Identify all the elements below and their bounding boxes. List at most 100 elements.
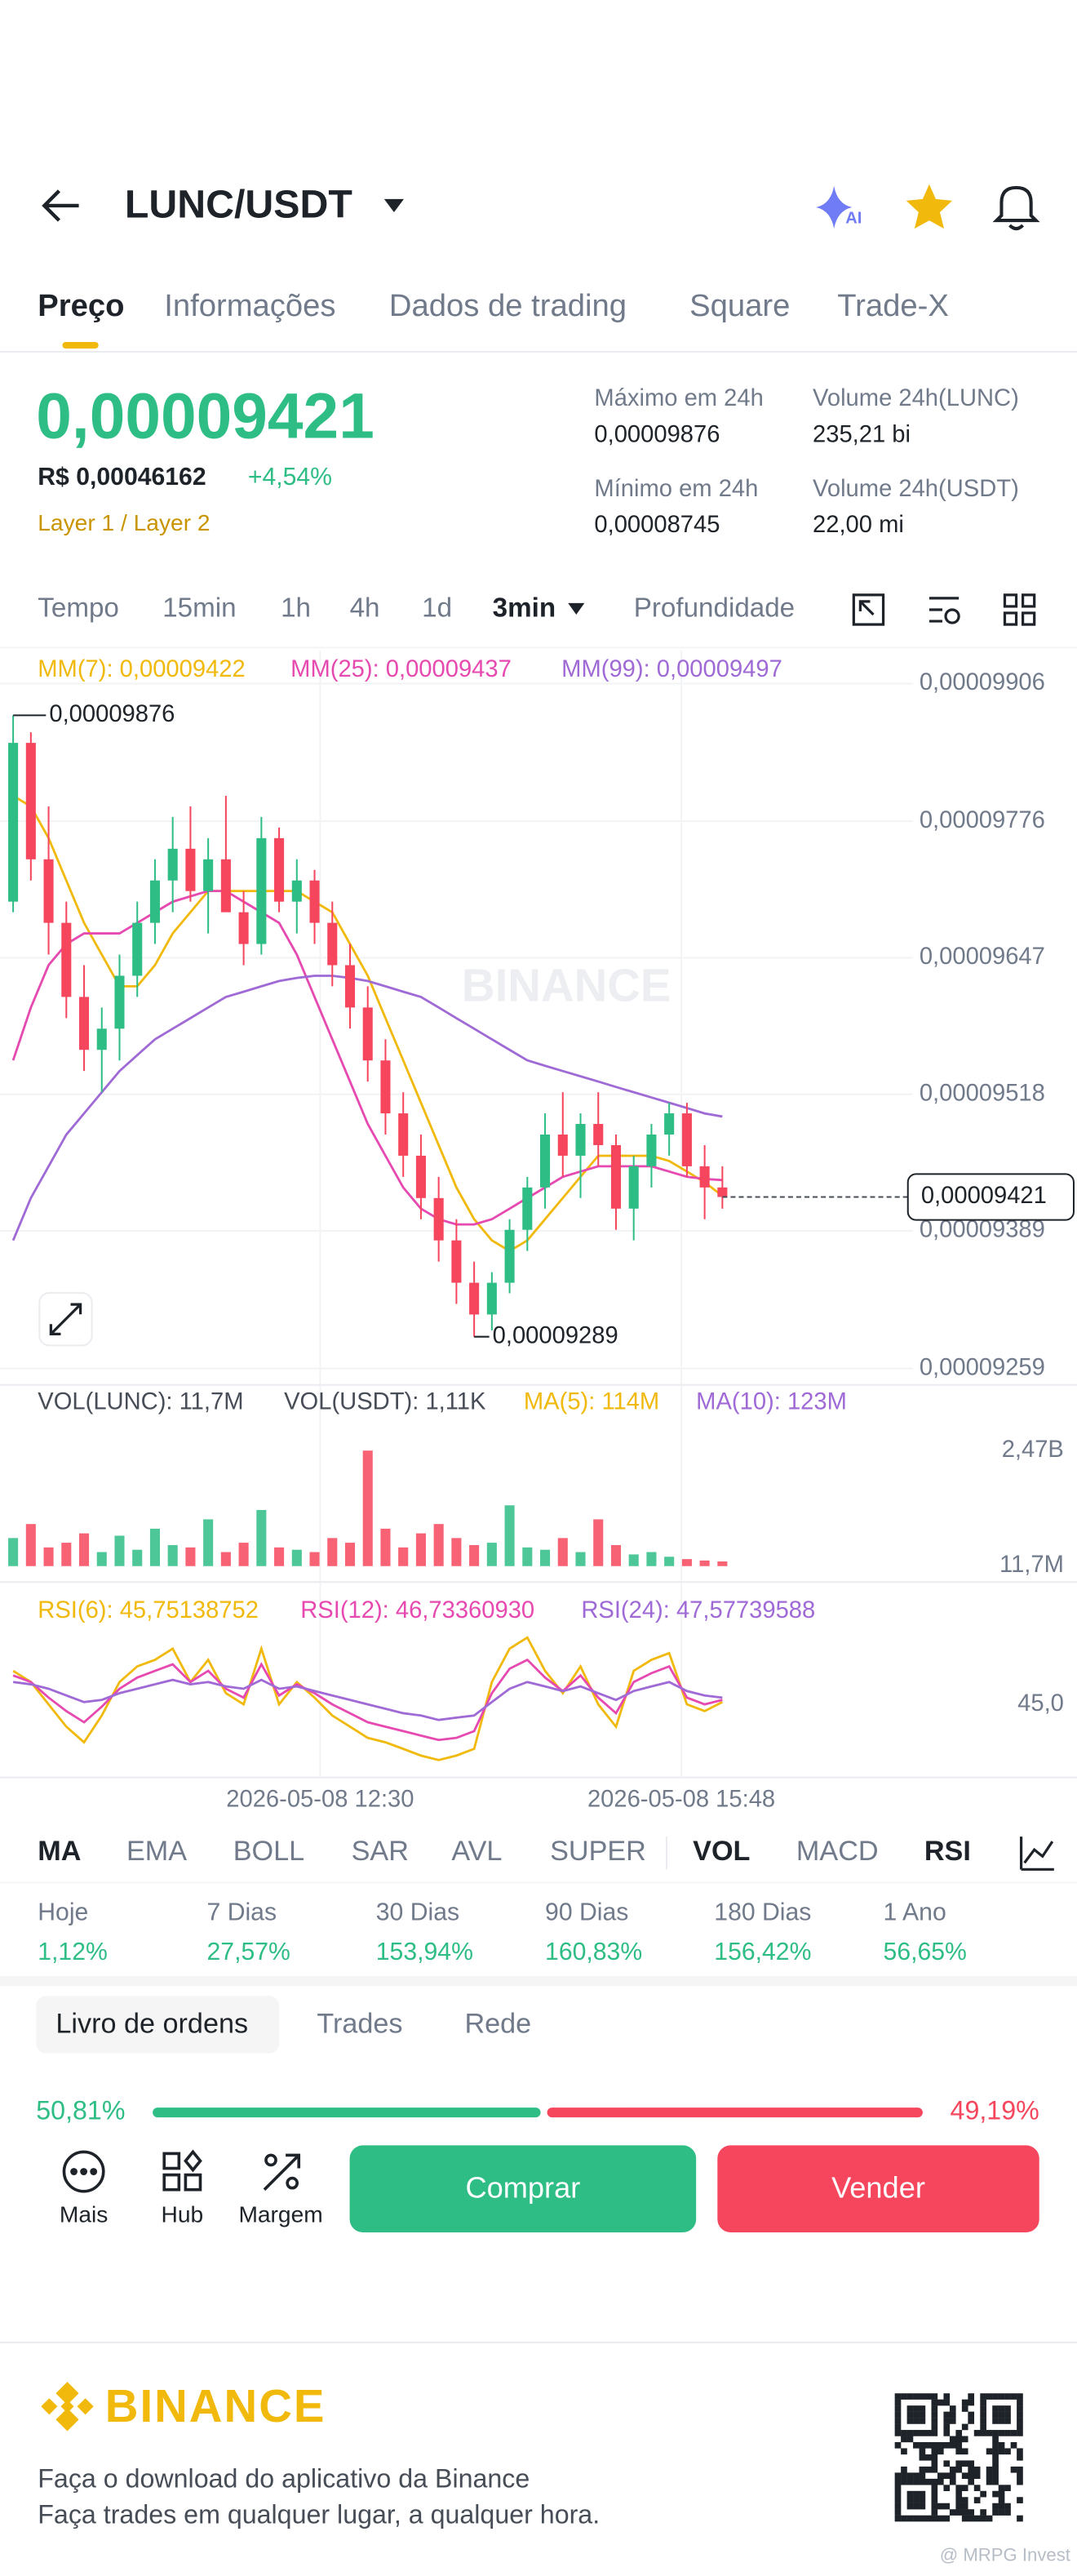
x-tick-label: 2026-05-08 15:48 [587, 1787, 775, 1813]
qr-module [980, 2411, 986, 2418]
qr-module [901, 2466, 907, 2473]
qr-module [955, 2466, 963, 2473]
tab[interactable]: Preço [38, 288, 124, 323]
qr-module [937, 2441, 944, 2449]
qr-module [894, 2485, 902, 2491]
interval[interactable]: 3min [493, 593, 556, 624]
indicator[interactable]: VOL [693, 1836, 750, 1867]
active-book-tab[interactable] [36, 1996, 280, 2054]
buy-label[interactable]: Comprar [465, 2170, 580, 2204]
qr-module [961, 2448, 968, 2455]
volume-bar [256, 1509, 267, 1566]
indicator[interactable]: AVL [451, 1836, 502, 1867]
tab[interactable]: Square [689, 288, 790, 323]
indicator[interactable]: EMA [126, 1836, 187, 1867]
qr-module [913, 2515, 920, 2522]
qr-module [937, 2472, 944, 2480]
qr-module [901, 2436, 907, 2443]
book-tab[interactable]: Livro de ordens [55, 2009, 248, 2040]
period-value: 153,94% [376, 1939, 473, 1965]
book-tab[interactable]: Rede [464, 2009, 531, 2040]
candle-body [344, 965, 356, 1008]
qr-module [1004, 2485, 1011, 2491]
volume-bar [344, 1543, 356, 1566]
qr-module [931, 2485, 938, 2491]
ai-icon[interactable]: AI [816, 185, 862, 229]
action-icons[interactable] [62, 2149, 301, 2193]
period-label: 7 Dias [207, 1899, 277, 1926]
tab[interactable]: Informações [164, 288, 335, 323]
indicator[interactable]: SUPER [550, 1836, 646, 1867]
qr-module [992, 2441, 999, 2449]
favorite-star[interactable] [906, 184, 953, 229]
qr-module [955, 2509, 963, 2516]
y-tick-label: 0,00009518 [920, 1080, 1045, 1106]
interval[interactable]: 1h [281, 593, 311, 624]
qr-module [998, 2393, 1005, 2400]
buy-button[interactable] [349, 2145, 697, 2233]
qr-module [1017, 2515, 1023, 2522]
qr-module [955, 2436, 963, 2443]
chart-tools[interactable] [852, 593, 1036, 626]
qr-module [980, 2405, 986, 2412]
interval[interactable]: 4h [350, 593, 380, 624]
action-label[interactable]: Margem [238, 2201, 322, 2227]
interval[interactable]: 1d [422, 593, 452, 624]
qr-module [919, 2515, 926, 2522]
qr-module [943, 2423, 951, 2431]
qr-module [1004, 2393, 1011, 2400]
sell-button[interactable] [717, 2145, 1039, 2233]
indicator-settings[interactable] [1019, 1837, 1054, 1871]
tabs: Preço Informações Dados de trading Square Tr… [38, 288, 949, 323]
ma-line [12, 794, 724, 1253]
expand-button[interactable] [38, 1292, 93, 1347]
indicator[interactable]: MACD [796, 1836, 879, 1867]
watermark: @ MRPG Invest [940, 2544, 1070, 2565]
qr-module [973, 2472, 981, 2480]
volume-bar [628, 1554, 639, 1566]
indicator[interactable]: BOLL [233, 1836, 304, 1867]
qr-module [961, 2460, 968, 2467]
action-label[interactable]: Mais [60, 2201, 108, 2227]
qr-module [937, 2478, 944, 2485]
candle-body [8, 743, 19, 902]
indicator[interactable]: MA [38, 1836, 81, 1867]
qr-module [906, 2497, 914, 2503]
qr-module [992, 2509, 999, 2516]
interval-caret[interactable] [568, 602, 585, 615]
sell-label[interactable]: Vender [831, 2170, 925, 2204]
pair-title[interactable]: LUNC/USDT [125, 183, 352, 227]
action-label[interactable]: Hub [162, 2201, 204, 2227]
period-label: Hoje [38, 1899, 88, 1926]
candle-body [167, 848, 178, 881]
qr-module [913, 2478, 920, 2485]
candle-body [149, 880, 160, 923]
qr-module [919, 2418, 926, 2424]
stat-label: Máximo em 24h [594, 385, 763, 411]
interval[interactable]: 15min [162, 593, 236, 624]
back-button[interactable] [42, 189, 79, 222]
book-tab[interactable]: Trades [317, 2009, 402, 2040]
qr-module [998, 2411, 1005, 2418]
qr-module [931, 2490, 938, 2498]
qr-module [937, 2399, 944, 2406]
tab[interactable]: Dados de trading [389, 288, 627, 323]
indicator[interactable]: SAR [352, 1836, 409, 1867]
pair-caret[interactable] [383, 198, 404, 213]
qr-module [894, 2418, 902, 2424]
candle-body [593, 1124, 604, 1145]
bell-icon[interactable] [992, 185, 1040, 231]
indicator[interactable]: RSI [924, 1836, 971, 1867]
sector-tag[interactable]: Layer 1 / Layer 2 [38, 509, 210, 535]
qr-module [943, 2393, 951, 2400]
candle-body [78, 997, 90, 1050]
qr-module [901, 2478, 907, 2485]
tab[interactable]: Trade-X [837, 288, 949, 323]
buy-ratio: 50,81% [36, 2096, 125, 2125]
stat-value: 235,21 bi [813, 421, 911, 447]
interval: Tempo [38, 593, 119, 624]
volume-bar [25, 1524, 36, 1566]
interval[interactable]: Profundidade [634, 593, 795, 624]
legend-entry: MM(25): 0,00009437 [290, 656, 512, 682]
qr-module [998, 2490, 1005, 2498]
